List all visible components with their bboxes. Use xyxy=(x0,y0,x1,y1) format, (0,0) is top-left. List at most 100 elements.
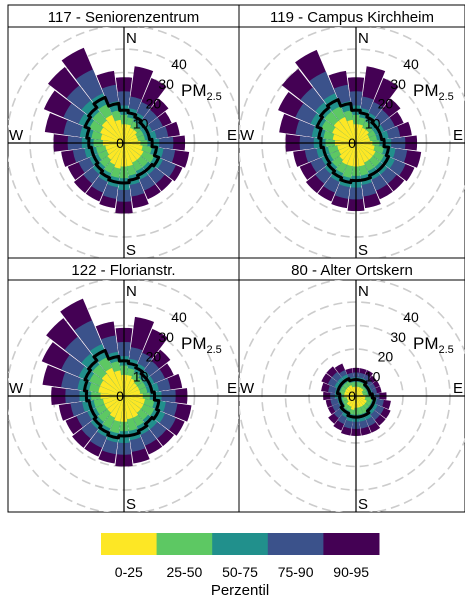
direction-west: W xyxy=(9,380,24,397)
sector-bar xyxy=(124,396,139,418)
percentile-outline xyxy=(335,377,377,419)
origin-label: 0 xyxy=(116,388,124,404)
sector-bar xyxy=(124,130,137,143)
sector-bar xyxy=(356,143,376,156)
sector-bar xyxy=(124,127,134,143)
ring-label: 20 xyxy=(146,96,162,112)
panel-plot: 10 20 30 40 PM2.5 0 N S E W xyxy=(8,280,239,512)
sector-bar xyxy=(356,388,364,396)
sector-bar xyxy=(124,389,141,396)
panel-4: 80 - Alter Ortskern 10 20 30 40 PM2.5 0 N S E W xyxy=(238,257,465,512)
legend-label: 25-50 xyxy=(166,564,202,580)
legend-label: 50-75 xyxy=(222,564,258,580)
sector-bar xyxy=(356,387,362,396)
panel-plot: 10 20 30 40 PM2.5 0 N S E W xyxy=(239,27,465,259)
sector-bar xyxy=(356,396,367,404)
sector-bar xyxy=(124,143,133,167)
sector-bar xyxy=(347,143,356,167)
ring-label: 10 xyxy=(133,368,149,384)
sector-bar xyxy=(101,120,124,143)
ring-label: 30 xyxy=(158,329,174,345)
sector-bar xyxy=(346,386,356,396)
sector-bar xyxy=(124,396,141,413)
sector-bar xyxy=(356,134,369,143)
measure-label: PM2.5 xyxy=(181,81,222,103)
sector-bar xyxy=(105,143,124,151)
sector-bar xyxy=(356,143,365,167)
sector-bar xyxy=(124,143,141,160)
legend-label: 75-90 xyxy=(278,564,314,580)
sector-bar xyxy=(109,143,124,165)
sector-bar xyxy=(107,143,124,160)
panel-title: 117 - Seniorenzentrum xyxy=(48,9,199,26)
sector-bar xyxy=(356,130,369,143)
sector-bar xyxy=(356,396,366,406)
sector-bar xyxy=(98,386,124,396)
panel-plot: 10 20 30 40 PM2.5 0 N S E W xyxy=(239,280,465,512)
sector-bar xyxy=(100,380,124,396)
sector-bar xyxy=(106,143,124,155)
sector-bar xyxy=(338,143,356,155)
direction-north: N xyxy=(126,30,137,47)
ring-label: 30 xyxy=(390,76,406,92)
panel-2: 119 - Campus Kirchheim 10 20 30 40 PM2.5 0 N S E W xyxy=(238,4,465,259)
sector-bar xyxy=(107,396,124,413)
sector-bar xyxy=(114,396,124,422)
sector-bar xyxy=(356,143,375,151)
sector-bar xyxy=(124,143,137,163)
sector-bar xyxy=(347,396,356,402)
ring-label: 10 xyxy=(365,115,381,131)
panel-strip xyxy=(238,257,465,281)
origin-label: 0 xyxy=(116,135,124,151)
sector-bar xyxy=(347,119,356,143)
sector-bar xyxy=(100,127,124,143)
sector-bar xyxy=(339,143,356,160)
sector-bar xyxy=(348,396,356,407)
legend-swatch-50-75 xyxy=(212,533,269,555)
sector-bar xyxy=(124,396,144,409)
sector-bar xyxy=(115,119,124,143)
sector-bar xyxy=(124,378,136,396)
percentile-outline xyxy=(82,348,161,440)
sector-bar xyxy=(356,391,363,396)
measure-label: PM2.5 xyxy=(181,334,222,356)
direction-north: N xyxy=(358,283,369,300)
percentile-outline xyxy=(315,98,391,185)
sector-bar xyxy=(356,396,364,407)
sector-bar xyxy=(124,124,132,143)
sector-bar xyxy=(346,396,356,400)
sector-bar xyxy=(337,143,356,151)
sector-bar xyxy=(124,386,140,396)
ring-label: 20 xyxy=(146,349,162,365)
sector-bar xyxy=(348,385,356,396)
panel-strip xyxy=(238,4,465,28)
ring-label: 40 xyxy=(171,56,187,72)
sector-bar xyxy=(352,386,356,396)
direction-east: E xyxy=(453,380,463,397)
sector-bar xyxy=(109,396,124,418)
legend-title: Perzentil xyxy=(211,582,269,598)
sector-bar xyxy=(114,370,124,396)
sector-bar xyxy=(100,134,124,143)
panel-title: 80 - Alter Ortskern xyxy=(291,262,413,279)
sector-bar xyxy=(105,114,124,143)
direction-west: W xyxy=(240,380,255,397)
panel-3: 122 - Florianstr. 10 20 30 40 PM2.5 0 N S E W xyxy=(7,257,240,512)
legend-swatch-75-90 xyxy=(267,533,324,555)
percentile-outline xyxy=(83,95,161,185)
sector-bar xyxy=(124,134,137,143)
origin-label: 0 xyxy=(348,388,356,404)
sector-bar xyxy=(356,396,361,408)
sector-bar xyxy=(124,137,138,143)
legend-label: 0-25 xyxy=(115,564,143,580)
sector-bar xyxy=(356,143,373,160)
sector-bar xyxy=(356,393,363,396)
direction-south: S xyxy=(358,242,368,259)
sector-bar xyxy=(356,124,364,143)
sector-bar xyxy=(344,391,356,396)
sector-bar xyxy=(356,396,366,400)
ring-label: 40 xyxy=(403,309,419,325)
panel-title: 122 - Florianstr. xyxy=(71,262,175,279)
direction-east: E xyxy=(453,127,463,144)
sector-bar xyxy=(356,127,366,143)
